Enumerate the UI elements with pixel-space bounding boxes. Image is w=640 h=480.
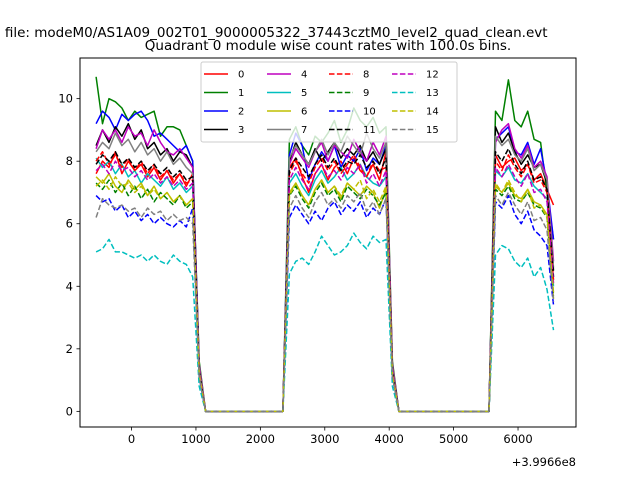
series-line-14: [95, 176, 555, 413]
legend-label-13: 13: [426, 88, 439, 99]
x-tick-label: 3000: [310, 432, 339, 446]
legend-label-5: 5: [301, 88, 307, 99]
plot-title: Quadrant 0 module wise count rates with …: [145, 38, 511, 54]
series-line-9: [95, 179, 555, 413]
series-line-3: [95, 122, 555, 413]
legend-label-15: 15: [426, 125, 439, 136]
x-axis-ticks: 0 1000 2000 3000 4000 5000 6000: [128, 427, 533, 446]
x-tick-label: 0: [128, 432, 135, 446]
y-tick-label: 6: [66, 217, 73, 231]
y-tick-label: 8: [66, 154, 73, 168]
y-axis-ticks: 0 2 4 6 8 10: [58, 92, 80, 418]
series-line-4: [95, 122, 555, 413]
legend-label-7: 7: [301, 125, 307, 136]
legend-label-11: 11: [363, 125, 376, 136]
y-tick-label: 10: [58, 92, 73, 106]
series-line-6: [95, 172, 555, 413]
x-axis-offset-label: +3.9966e8: [512, 455, 576, 469]
series-lines: [95, 76, 555, 413]
y-tick-label: 0: [66, 404, 73, 418]
legend-label-4: 4: [301, 70, 307, 81]
series-line-11: [95, 147, 555, 413]
legend-label-14: 14: [426, 107, 439, 118]
legend-label-9: 9: [363, 88, 369, 99]
legend-label-2: 2: [238, 107, 244, 118]
x-tick-label: 1000: [181, 432, 210, 446]
legend-label-3: 3: [238, 125, 244, 136]
x-tick-label: 6000: [503, 432, 532, 446]
legend-label-1: 1: [238, 88, 244, 99]
figure-suptitle: n file: modeM0/AS1A09_002T01_9000005322_…: [0, 25, 548, 41]
y-tick-label: 2: [66, 342, 73, 356]
series-line-13: [95, 232, 555, 413]
legend-label-10: 10: [363, 107, 376, 118]
legend-label-0: 0: [238, 70, 244, 81]
axes-frame: [79, 57, 577, 428]
legend-label-12: 12: [426, 70, 439, 81]
legend-frame: [200, 61, 458, 143]
x-tick-label: 2000: [246, 432, 275, 446]
x-tick-label: 5000: [439, 432, 468, 446]
y-tick-label: 4: [66, 279, 73, 293]
legend-label-8: 8: [363, 70, 369, 81]
x-tick-label: 4000: [375, 432, 404, 446]
series-line-15: [95, 191, 555, 413]
series-line-10: [95, 194, 555, 413]
legend-label-6: 6: [301, 107, 307, 118]
